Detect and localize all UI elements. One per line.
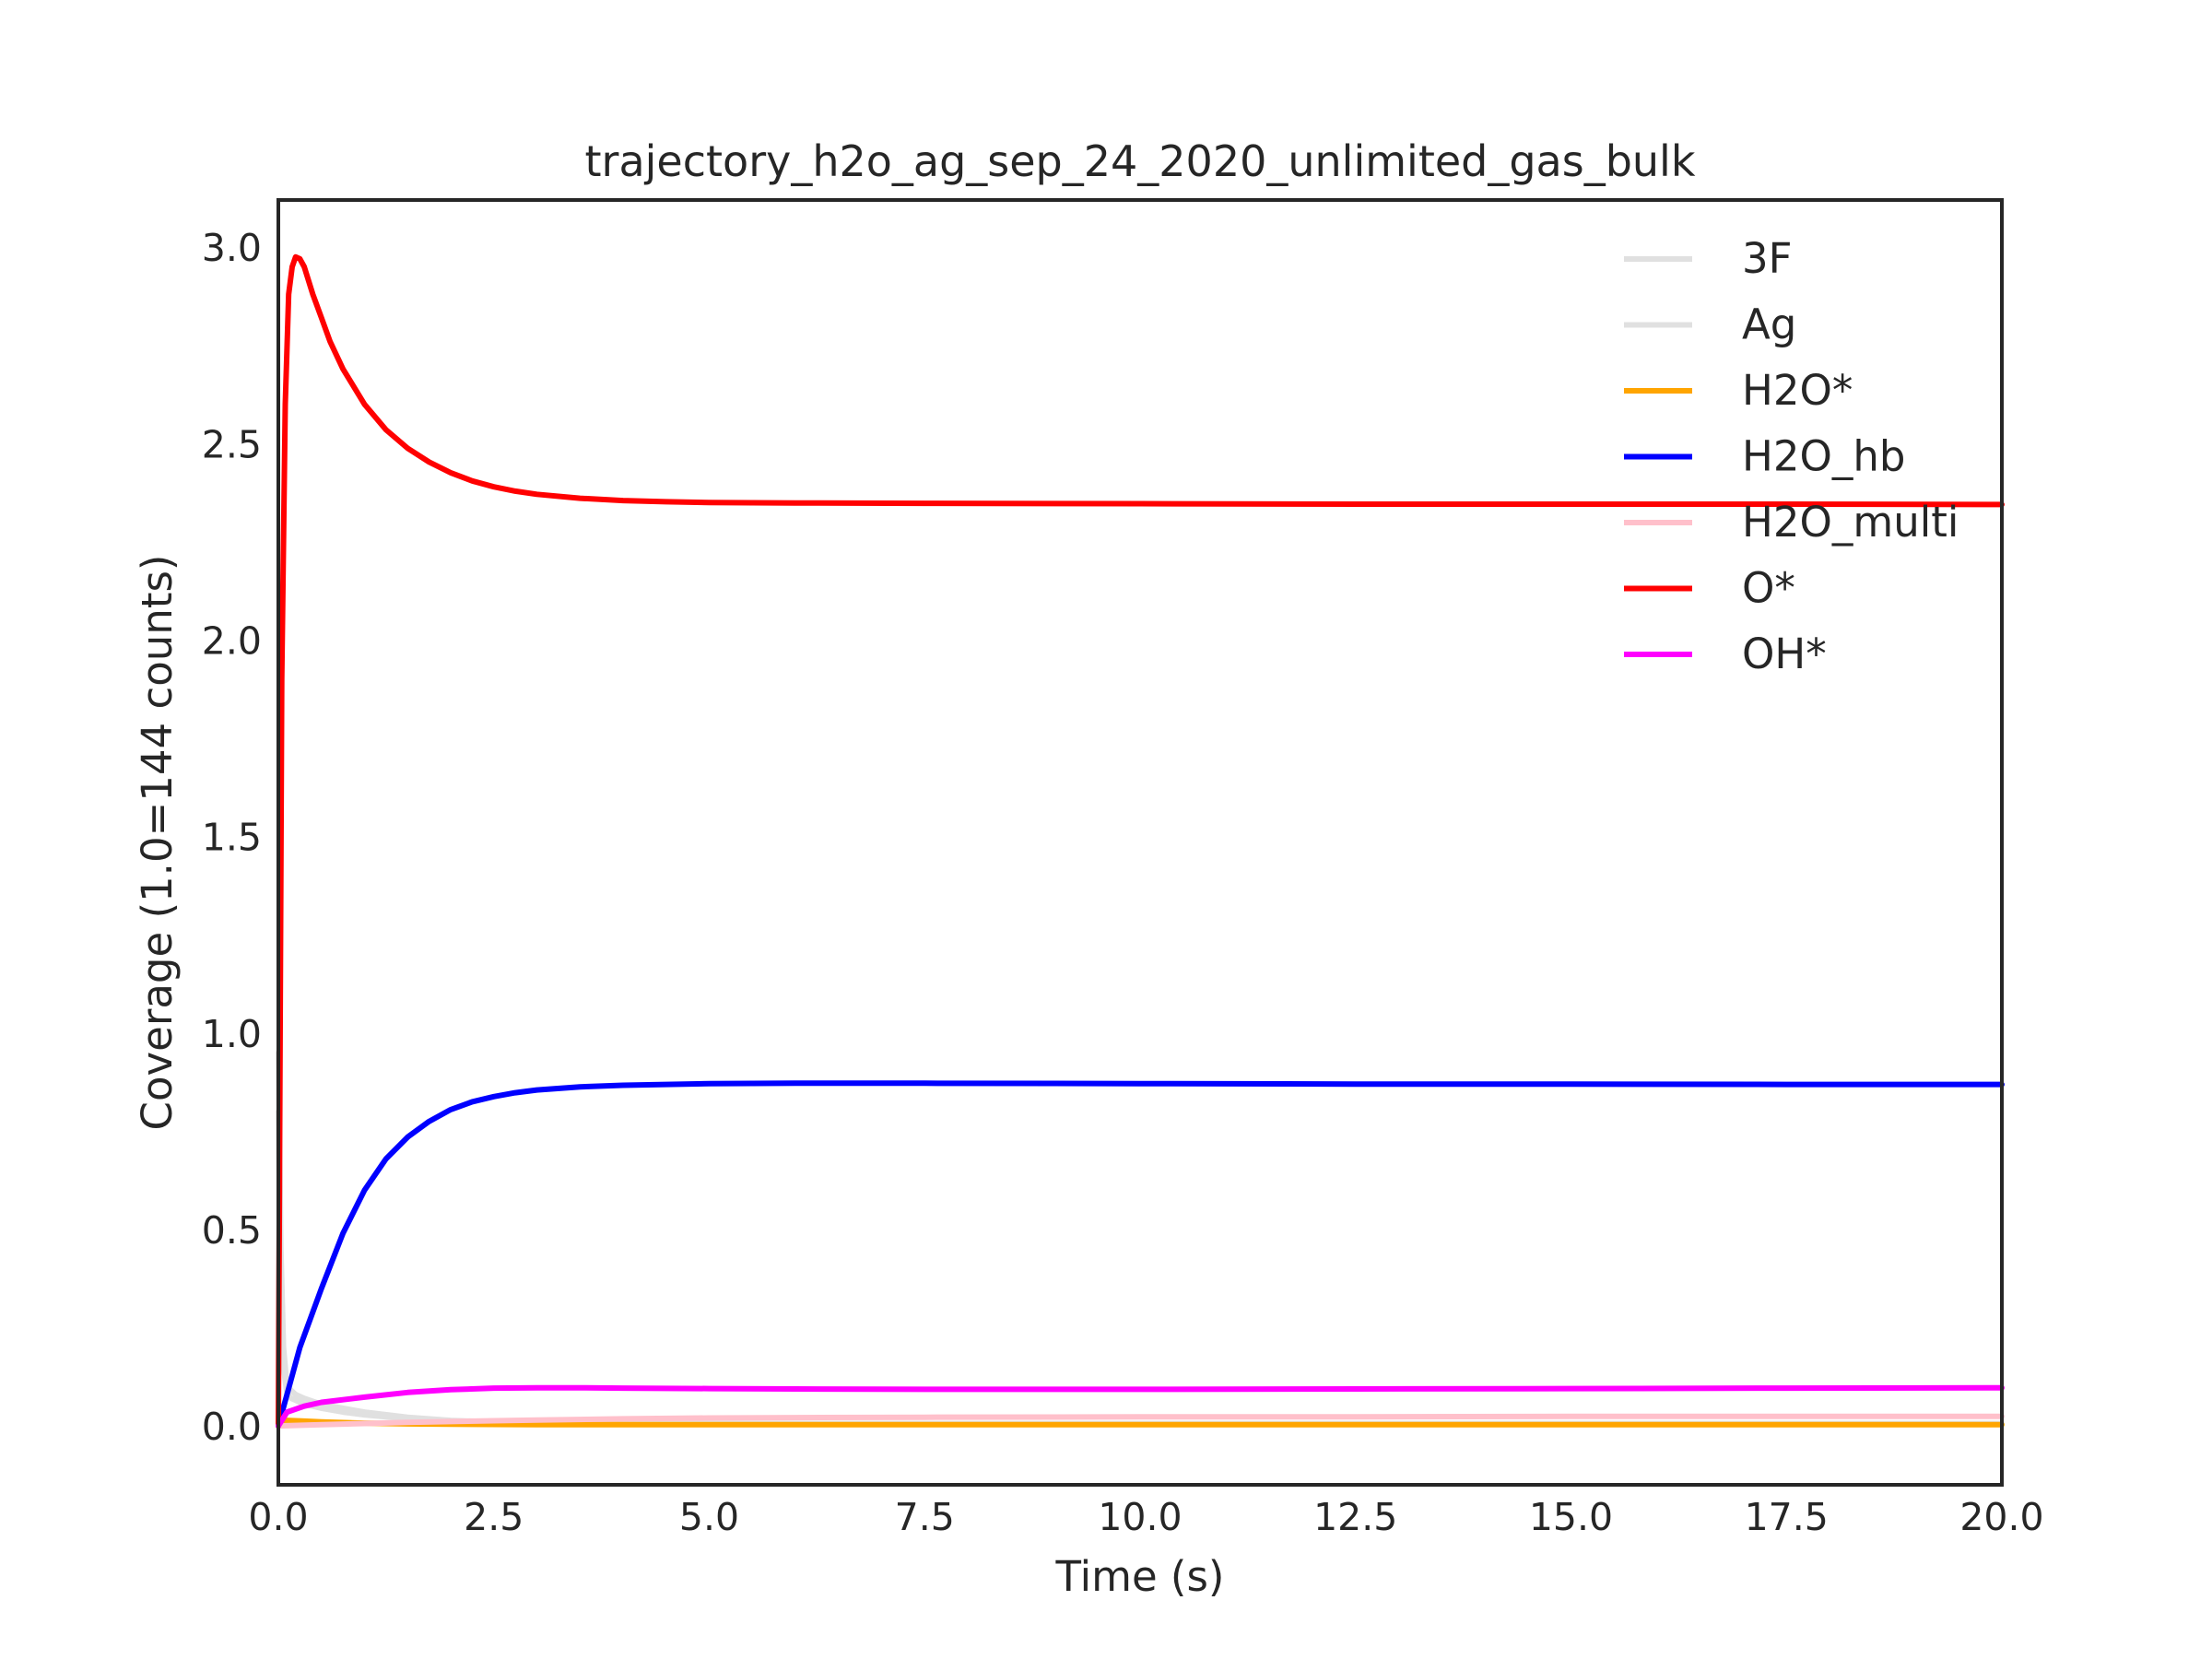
y-tick-label: 3.0 (202, 226, 262, 270)
legend-entry: OH* (1624, 629, 1827, 678)
y-tick-label: 2.0 (202, 618, 262, 663)
legend: 3F Ag H2O* H2O_hb H2O_multi O* OH* (1624, 234, 1959, 678)
series-line-2 (276, 1418, 2005, 1430)
y-tick-label: 2.5 (202, 422, 262, 466)
y-tick-label: 1.0 (202, 1012, 262, 1056)
x-tick-label: 5.0 (679, 1495, 739, 1539)
series-line-0 (276, 1050, 2005, 1427)
plot-frame (276, 198, 2004, 1487)
series-line-6 (276, 1384, 2005, 1430)
chart-title: trajectory_h2o_ag_sep_24_2020_unlimited_… (585, 136, 1696, 186)
series-line-4 (276, 1413, 2005, 1430)
y-tick-label: 1.5 (202, 816, 262, 860)
x-tick-label: 0.0 (248, 1495, 308, 1539)
series-line-1 (276, 1109, 2005, 1427)
x-tick-label: 2.5 (464, 1495, 524, 1539)
y-tick-label: 0.0 (202, 1405, 262, 1449)
legend-entry: H2O_multi (1624, 498, 1959, 547)
y-tick-label: 0.5 (202, 1208, 262, 1253)
series-line-5 (276, 253, 2005, 1430)
x-tick-label: 12.5 (1313, 1495, 1397, 1539)
legend-entry: H2O* (1624, 366, 1853, 415)
x-tick-label: 7.5 (895, 1495, 955, 1539)
legend-entry: Ag (1624, 300, 1796, 349)
x-tick-label: 20.0 (1959, 1495, 2043, 1539)
legend-entry: 3F (1624, 234, 1793, 283)
tick-layer: 0.0 2.5 5.0 7.5 10.0 12.5 15.0 17.5 20.0 0.0 0.5 1.… (202, 226, 2044, 1539)
x-tick-label: 10.0 (1098, 1495, 1182, 1539)
legend-label: OH* (1742, 629, 1827, 678)
series-line-3 (276, 1080, 2005, 1430)
legend-label: H2O_multi (1742, 498, 1959, 547)
legend-label: Ag (1742, 300, 1796, 349)
x-tick-label: 17.5 (1745, 1495, 1829, 1539)
x-axis-label: Time (s) (1055, 1552, 1225, 1601)
y-axis-label: Coverage (1.0=144 counts) (133, 555, 182, 1131)
legend-entry: O* (1624, 564, 1795, 613)
legend-label: 3F (1742, 234, 1793, 283)
legend-label: H2O_hb (1742, 432, 1905, 481)
legend-label: O* (1742, 564, 1795, 613)
x-tick-label: 15.0 (1529, 1495, 1613, 1539)
legend-label: H2O* (1742, 366, 1853, 415)
series-layer (276, 253, 2005, 1430)
legend-entry: H2O_hb (1624, 432, 1905, 481)
